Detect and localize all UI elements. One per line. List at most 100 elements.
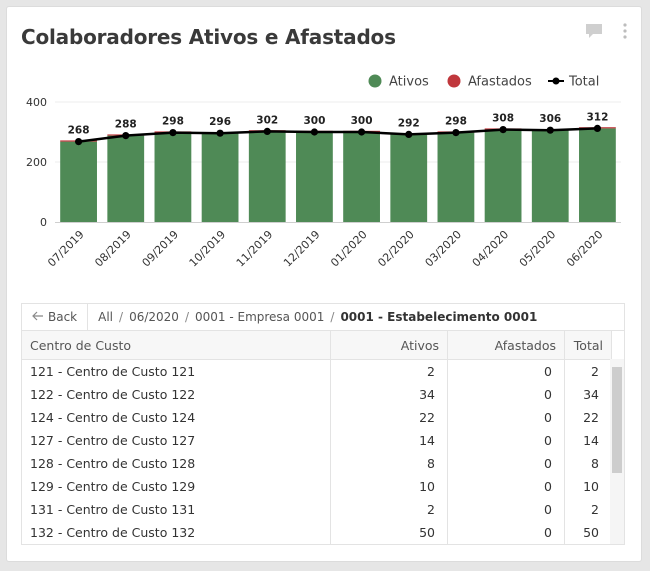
bar-ativos[interactable] <box>107 135 145 222</box>
col-header-ativos[interactable]: Ativos <box>330 331 448 360</box>
total-point[interactable] <box>499 126 507 134</box>
cell-total: 22 <box>564 406 612 429</box>
breadcrumb-separator: / <box>119 310 124 324</box>
col-header-afastados[interactable]: Afastados <box>447 331 565 360</box>
table-row[interactable]: 129 - Centro de Custo 129 10 0 10 <box>22 475 612 498</box>
comment-icon[interactable] <box>585 23 603 39</box>
total-point[interactable] <box>122 132 130 140</box>
bars-group <box>60 128 616 222</box>
y-tick-400: 400 <box>26 96 47 109</box>
cell-centro-de-custo: 124 - Centro de Custo 124 <box>22 406 331 429</box>
total-point[interactable] <box>310 128 319 136</box>
table-row[interactable]: 121 - Centro de Custo 121 2 0 2 <box>22 359 612 383</box>
cell-total: 50 <box>564 521 612 544</box>
data-label-total: 302 <box>256 114 278 126</box>
bar-ativos[interactable] <box>154 132 192 222</box>
y-tick-200: 200 <box>26 156 47 169</box>
bar-ativos[interactable] <box>437 132 475 222</box>
total-point[interactable] <box>263 127 271 135</box>
cell-ativos: 8 <box>330 452 448 475</box>
total-point[interactable] <box>452 129 460 137</box>
total-point[interactable] <box>593 124 602 132</box>
cell-afastados: 0 <box>447 359 565 383</box>
breadcrumb: All / 06/2020 / 0001 - Empresa 0001 / 00… <box>88 310 537 324</box>
table-row[interactable]: 122 - Centro de Custo 122 34 0 34 <box>22 383 612 406</box>
total-point[interactable] <box>405 130 413 138</box>
cell-ativos: 34 <box>330 383 448 406</box>
cell-afastados: 0 <box>447 521 565 544</box>
cell-total: 2 <box>564 498 612 521</box>
table-row[interactable]: 124 - Centro de Custo 124 22 0 22 <box>22 406 612 429</box>
cell-ativos: 2 <box>330 498 448 521</box>
col-header-centro-de-custo[interactable]: Centro de Custo <box>22 331 331 360</box>
x-tick-label: 07/2019 <box>45 228 87 270</box>
total-point[interactable] <box>216 129 224 137</box>
y-tick-0: 0 <box>40 216 47 229</box>
breadcrumb-separator: / <box>184 310 189 324</box>
x-tick-label: 12/2019 <box>281 228 323 270</box>
scrollbar-thumb[interactable] <box>612 367 622 473</box>
breadcrumb-all[interactable]: All <box>98 310 114 324</box>
bar-ativos[interactable] <box>484 129 522 222</box>
table-row[interactable]: 131 - Centro de Custo 131 2 0 2 <box>22 498 612 521</box>
data-label-total: 268 <box>68 125 90 137</box>
cell-afastados: 0 <box>447 452 565 475</box>
legend-label-total[interactable]: Total <box>568 75 599 90</box>
table-row[interactable]: 127 - Centro de Custo 127 14 0 14 <box>22 429 612 452</box>
cell-centro-de-custo: 121 - Centro de Custo 121 <box>22 359 331 383</box>
table-row[interactable]: 132 - Centro de Custo 132 50 0 50 <box>22 521 612 544</box>
total-point[interactable] <box>74 138 83 146</box>
more-vertical-icon[interactable] <box>623 23 627 39</box>
total-point[interactable] <box>357 128 366 136</box>
cell-total: 2 <box>564 359 612 383</box>
widget-title: Colaboradores Ativos e Afastados <box>21 25 396 49</box>
x-tick-label: 04/2020 <box>470 228 512 270</box>
data-label-total: 298 <box>445 116 467 128</box>
back-label: Back <box>48 310 78 324</box>
back-button[interactable]: Back <box>22 304 89 330</box>
col-header-total[interactable]: Total <box>564 331 612 360</box>
legend-label-ativos[interactable]: Ativos <box>389 75 429 90</box>
cell-afastados: 0 <box>447 475 565 498</box>
total-dots-group <box>74 124 602 146</box>
bar-ativos[interactable] <box>248 131 286 222</box>
cell-centro-de-custo: 131 - Centro de Custo 131 <box>22 498 331 521</box>
bar-ativos[interactable] <box>531 130 569 222</box>
legend-label-afastados[interactable]: Afastados <box>468 75 532 90</box>
bar-ativos[interactable] <box>343 132 380 222</box>
legend-swatch-ativos <box>368 74 382 88</box>
cell-total: 34 <box>564 383 612 406</box>
cell-centro-de-custo: 122 - Centro de Custo 122 <box>22 383 331 406</box>
x-tick-label: 08/2019 <box>92 228 134 270</box>
x-ticks-group: 07/2019 08/2019 09/2019 10/2019 11/2019 12/20… <box>45 228 605 270</box>
cell-ativos: 50 <box>330 521 448 544</box>
cell-centro-de-custo: 132 - Centro de Custo 132 <box>22 521 331 544</box>
breadcrumb-period[interactable]: 06/2020 <box>129 310 179 324</box>
cell-ativos: 22 <box>330 406 448 429</box>
data-label-total: 296 <box>209 116 231 128</box>
bar-ativos[interactable] <box>60 141 97 222</box>
cell-afastados: 0 <box>447 406 565 429</box>
x-tick-label: 02/2020 <box>375 228 417 270</box>
x-tick-label: 09/2019 <box>140 228 182 270</box>
x-tick-label: 05/2020 <box>517 228 559 270</box>
total-point[interactable] <box>546 126 554 134</box>
breadcrumb-empresa[interactable]: 0001 - Empresa 0001 <box>194 310 325 324</box>
data-label-total: 298 <box>162 116 184 128</box>
table-row[interactable]: 128 - Centro de Custo 128 8 0 8 <box>22 452 612 475</box>
arrow-left-icon <box>32 310 44 324</box>
data-label-total: 300 <box>303 115 325 127</box>
legend: Ativos Afastados Total <box>368 74 599 90</box>
bar-ativos[interactable] <box>296 132 333 222</box>
data-label-total: 288 <box>115 119 137 131</box>
data-label-total: 306 <box>539 113 561 125</box>
bar-ativos[interactable] <box>390 134 428 222</box>
x-tick-label: 10/2019 <box>187 228 229 270</box>
bar-ativos[interactable] <box>201 133 239 222</box>
bar-ativos[interactable] <box>579 128 616 222</box>
total-point[interactable] <box>169 129 177 137</box>
cell-ativos: 14 <box>330 429 448 452</box>
cell-afastados: 0 <box>447 383 565 406</box>
breadcrumb-estabelecimento: 0001 - Estabelecimento 0001 <box>340 310 538 324</box>
x-tick-label: 06/2020 <box>564 228 606 270</box>
